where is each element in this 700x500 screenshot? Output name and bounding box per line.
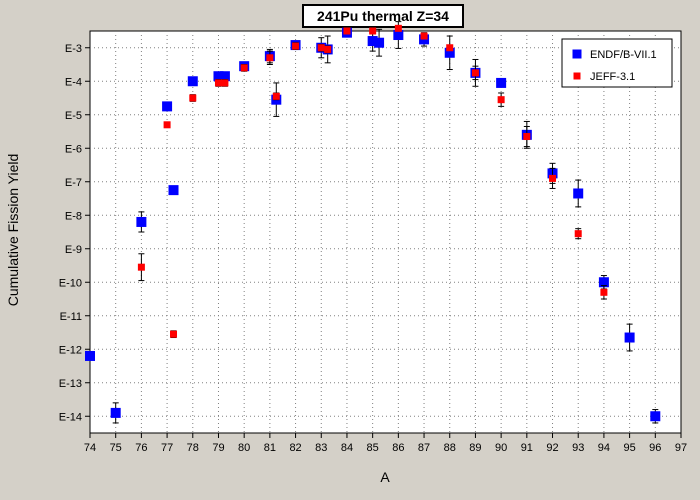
chart-title: 241Pu thermal Z=34 [302,4,464,28]
legend-marker [572,49,582,59]
data-point [162,101,173,112]
data-point [444,47,455,58]
data-point [272,92,280,100]
x-tick-label: 88 [444,442,456,454]
x-tick-label: 82 [289,442,301,454]
x-tick-label: 90 [495,442,507,454]
data-point [221,79,229,87]
y-tick-label: E-7 [65,177,82,189]
x-tick-label: 97 [675,442,687,454]
data-point [393,30,404,41]
data-point [624,332,635,343]
data-point [374,37,385,48]
data-point [394,24,402,32]
data-point [163,121,171,129]
legend-label: JEFF-3.1 [590,71,635,83]
x-tick-label: 89 [469,442,481,454]
y-tick-label: E-5 [65,110,82,122]
x-tick-label: 87 [418,442,430,454]
data-point [367,36,378,47]
legend-label: ENDF/B-VII.1 [590,49,657,61]
plot-area [89,30,682,434]
data-point [110,407,121,418]
x-tick-label: 79 [212,442,224,454]
x-axis-ticks: 74 75 76 77 78 79 80 81 82 83 84 85 86 87 88 89 90 91 92 93… [84,433,687,454]
x-tick-label: 94 [598,442,610,454]
x-tick-label: 81 [264,442,276,454]
y-tick-label: E-8 [65,210,82,222]
data-point [240,64,248,72]
x-axis-title: A [380,469,390,485]
data-point [446,44,454,52]
x-tick-label: 84 [341,442,353,454]
data-point [137,263,145,271]
data-point [168,185,179,196]
y-tick-label: E-11 [60,311,82,323]
data-point [496,77,507,88]
data-point [523,133,531,141]
data-point [292,42,300,50]
x-tick-label: 83 [315,442,327,454]
data-point [369,27,377,35]
x-tick-label: 92 [546,442,558,454]
data-point [573,188,584,199]
x-tick-label: 95 [623,442,635,454]
x-tick-label: 91 [521,442,533,454]
y-tick-label: E-6 [65,143,82,155]
data-point [189,94,197,102]
legend-marker [573,72,581,80]
data-point [324,45,332,53]
legend: ENDF/B-VII.1 JEFF-3.1 [561,38,673,88]
data-point [213,71,224,82]
data-point [317,44,325,52]
y-tick-label: E-13 [59,378,82,390]
x-tick-label: 86 [392,442,404,454]
y-axis-ticks: E-3 E-4 E-5 E-6 E-7 E-8 E-9 E-10 E-11 E-12 E-13 E-1… [59,43,90,423]
series-jeff [137,24,608,339]
data-point [549,174,557,182]
y-tick-label: E-4 [65,76,82,88]
x-tick-label: 77 [161,442,173,454]
x-tick-label: 85 [367,442,379,454]
data-point [471,69,479,77]
y-tick-label: E-9 [65,244,82,256]
data-point [574,230,582,238]
data-point [136,216,147,227]
y-tick-label: E-10 [59,277,82,289]
x-tick-label: 74 [84,442,96,454]
data-point [187,76,198,87]
y-tick-label: E-3 [65,43,82,55]
data-point [497,96,505,104]
data-point [343,27,351,35]
y-tick-label: E-14 [59,411,82,423]
x-tick-label: 78 [187,442,199,454]
data-point [266,54,274,62]
data-point [650,411,661,422]
x-tick-label: 75 [110,442,122,454]
x-tick-label: 93 [572,442,584,454]
data-point [598,277,609,288]
x-tick-label: 80 [238,442,250,454]
data-point [600,288,608,296]
series-group [85,21,661,424]
data-point [170,330,178,338]
data-point [420,32,428,40]
data-point [214,79,222,87]
x-tick-label: 96 [649,442,661,454]
data-point [219,71,230,82]
data-point [85,350,95,361]
y-tick-label: E-12 [59,344,82,356]
x-tick-label: 76 [135,442,147,454]
y-axis-title: Cumulative Fission Yield [5,154,21,307]
